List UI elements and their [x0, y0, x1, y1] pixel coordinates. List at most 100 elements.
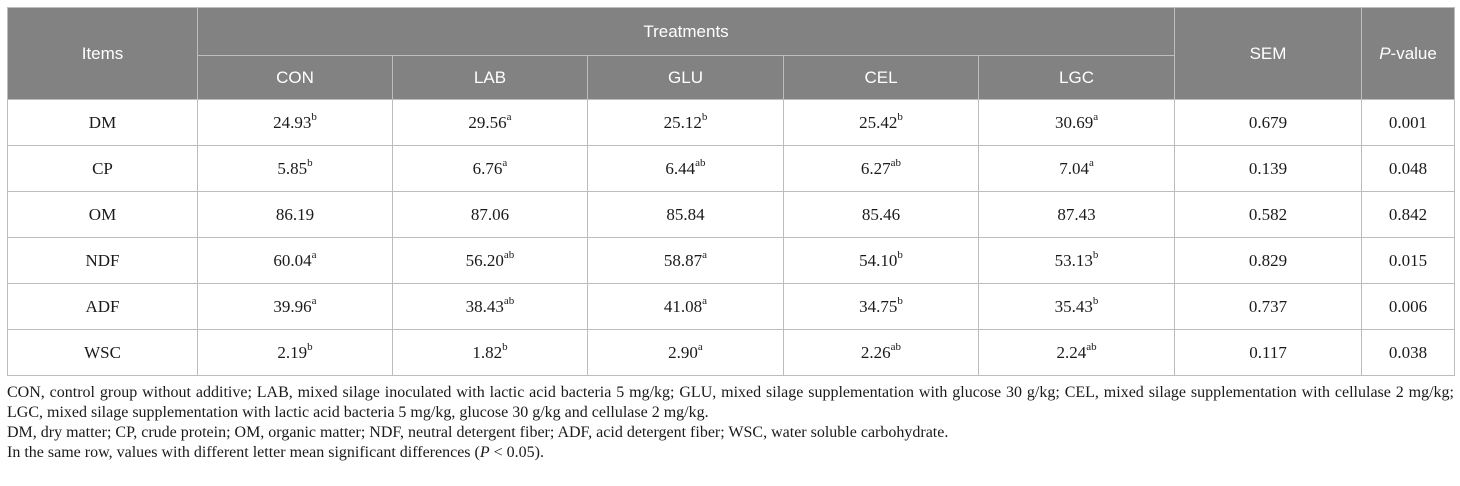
table-cell: 56.20ab	[392, 237, 588, 284]
table-container: Items Treatments SEM P-value CON LAB GLU CE…	[7, 7, 1456, 463]
cell-sem: 0.679	[1174, 99, 1363, 146]
table-cell: 34.75b	[783, 283, 979, 330]
cell-value: 6.44	[665, 158, 696, 178]
cell-sem: 0.117	[1174, 329, 1363, 376]
row-item-label: CP	[7, 145, 198, 192]
cell-value: 34.75	[859, 296, 898, 316]
cell-pvalue: 0.038	[1361, 329, 1456, 376]
cell-value: 85.84	[666, 204, 705, 224]
footnote-significance-post: < 0.05).	[489, 444, 544, 461]
footnote-significance: In the same row, values with different l…	[7, 443, 1454, 463]
table-cell: 2.24ab	[977, 329, 1176, 376]
table-cell: 86.19	[197, 191, 393, 238]
cell-value: 2.19	[277, 342, 308, 362]
table-row: DM 24.93b 29.56a 25.12b 25.42b 30.69a 0.679 0.0…	[7, 99, 1456, 146]
cell-significance-letter: b	[1092, 248, 1099, 261]
table-cell: 35.43b	[977, 283, 1176, 330]
cell-value: 58.87	[663, 250, 703, 270]
cell-significance-letter: ab	[503, 294, 515, 307]
table-cell: 1.82b	[392, 329, 588, 376]
header-group-con: CON	[197, 55, 393, 100]
cell-value: 35.43	[1054, 296, 1093, 316]
cell-significance-letter: ab	[1086, 340, 1097, 353]
cell-significance-letter: a	[702, 248, 708, 261]
cell-pvalue: 0.842	[1361, 191, 1456, 238]
cell-significance-letter: b	[502, 340, 508, 353]
table-cell: 5.85b	[197, 145, 393, 192]
cell-value: 60.04	[273, 250, 312, 270]
cell-value: 41.08	[663, 296, 703, 316]
header-treatments: Treatments	[196, 7, 1176, 56]
cell-value: 5.85	[277, 158, 308, 178]
table-cell: 2.19b	[197, 329, 393, 376]
cell-significance-letter: b	[897, 294, 903, 307]
cell-pvalue: 0.001	[1361, 99, 1456, 146]
header-group-glu: GLU	[587, 55, 784, 100]
table-row: OM 86.19 87.06 85.84 85.46 87.43 0.582 0.842	[7, 191, 1456, 238]
cell-pvalue: 0.006	[1361, 283, 1456, 330]
header-group-cel: CEL	[783, 55, 979, 100]
cell-value: 2.24	[1056, 342, 1087, 362]
cell-significance-letter: a	[1093, 110, 1099, 123]
cell-significance-letter: b	[897, 110, 903, 123]
table-row: CP 5.85b 6.76a 6.44ab 6.27ab 7.04a 0.139 0.048	[7, 145, 1456, 192]
cell-significance-letter: a	[1088, 156, 1094, 169]
header-sem: SEM	[1174, 7, 1363, 100]
cell-sem: 0.139	[1174, 145, 1363, 192]
table-cell: 6.76a	[392, 145, 588, 192]
cell-sem: 0.737	[1174, 283, 1363, 330]
footnote-significance-p: P	[479, 444, 490, 461]
table-cell: 6.27ab	[783, 145, 979, 192]
footnote-abbreviations-treatments: CON, control group without additive; LAB…	[7, 384, 1454, 421]
cell-significance-letter: b	[307, 156, 313, 169]
cell-sem: 0.829	[1174, 237, 1363, 284]
cell-significance-letter: ab	[503, 248, 515, 261]
table-cell: 25.42b	[783, 99, 979, 146]
cell-significance-letter: ab	[890, 340, 902, 353]
table-cell: 2.90a	[587, 329, 784, 376]
cell-value: 30.69	[1054, 112, 1094, 132]
table-cell: 54.10b	[783, 237, 979, 284]
header-pvalue: P-value	[1361, 7, 1456, 100]
table-cell: 30.69a	[977, 99, 1176, 146]
cell-value: 2.90	[668, 342, 698, 362]
cell-significance-letter: a	[702, 294, 708, 307]
table-cell: 85.46	[783, 191, 979, 238]
cell-significance-letter: a	[506, 110, 512, 123]
table-cell: 58.87a	[587, 237, 784, 284]
table-cell: 60.04a	[197, 237, 393, 284]
cell-value: 38.43	[465, 296, 504, 316]
cell-value: 1.82	[472, 342, 503, 362]
table-cell: 87.06	[392, 191, 588, 238]
header-items: Items	[7, 7, 198, 100]
cell-value: 39.96	[273, 296, 312, 316]
table-cell: 7.04a	[977, 145, 1176, 192]
footnote-significance-pre: In the same row, values with different l…	[7, 444, 480, 461]
cell-value: 25.42	[859, 112, 898, 132]
table-cell: 24.93b	[197, 99, 393, 146]
cell-significance-letter: ab	[890, 156, 902, 169]
row-item-label: ADF	[7, 283, 198, 330]
cell-significance-letter: b	[1092, 294, 1099, 307]
cell-significance-letter: a	[311, 248, 317, 261]
table-cell: 87.43	[977, 191, 1176, 238]
table-row: WSC 2.19b 1.82b 2.90a 2.26ab 2.24ab 0.117 0.038	[7, 329, 1456, 376]
cell-significance-letter: b	[307, 340, 313, 353]
silage-composition-table: Items Treatments SEM P-value CON LAB GLU CE…	[7, 7, 1456, 376]
cell-significance-letter: a	[311, 294, 317, 307]
table-cell: 53.13b	[977, 237, 1176, 284]
table-footnotes: CON, control group without additive; LAB…	[7, 383, 1454, 463]
header-pvalue-rest: -value	[1390, 43, 1437, 63]
cell-significance-letter: b	[311, 110, 317, 123]
cell-significance-letter: a	[502, 156, 508, 169]
table-cell: 39.96a	[197, 283, 393, 330]
header-group-lab: LAB	[392, 55, 588, 100]
table-cell: 2.26ab	[783, 329, 979, 376]
table-cell: 29.56a	[392, 99, 588, 146]
row-item-label: NDF	[7, 237, 198, 284]
table-cell: 41.08a	[587, 283, 784, 330]
cell-value: 29.56	[468, 112, 507, 132]
cell-value: 87.06	[470, 204, 510, 224]
cell-pvalue: 0.048	[1361, 145, 1456, 192]
table-row: NDF 60.04a 56.20ab 58.87a 54.10b 53.13b 0.829 0…	[7, 237, 1456, 284]
